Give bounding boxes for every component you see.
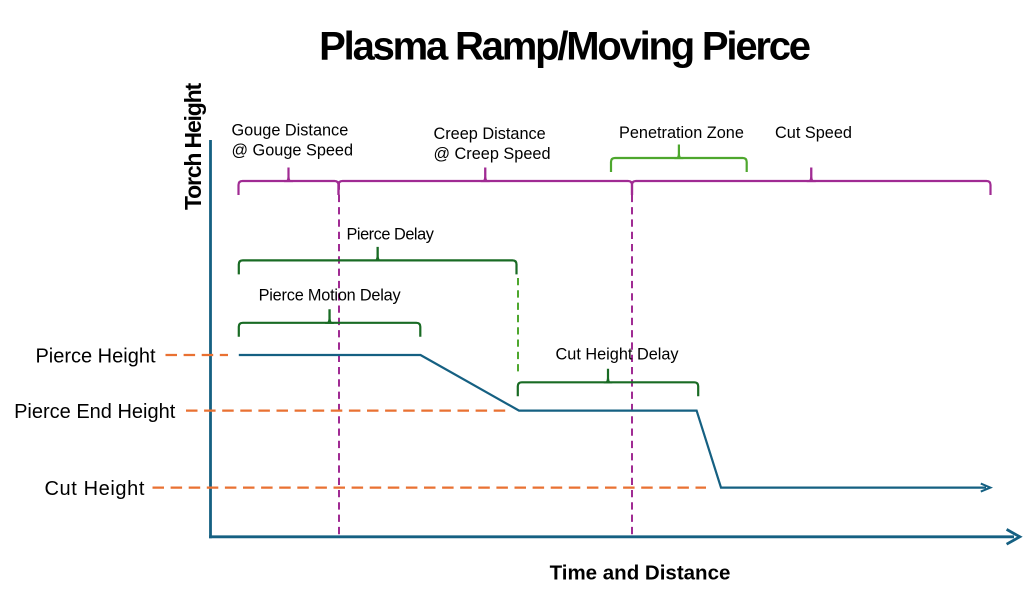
svg-text:Cut Speed: Cut Speed — [775, 124, 852, 142]
svg-text:Cut Height: Cut Height — [45, 478, 146, 500]
svg-text:Gouge Distance: Gouge Distance — [232, 122, 349, 140]
svg-text:Pierce Motion Delay: Pierce Motion Delay — [259, 287, 402, 305]
svg-text:Pierce Height: Pierce Height — [35, 345, 156, 367]
svg-text:Plasma Ramp/Moving Pierce: Plasma Ramp/Moving Pierce — [319, 25, 810, 69]
svg-text:Creep Distance: Creep Distance — [434, 125, 546, 143]
svg-text:@ Gouge Speed: @ Gouge Speed — [232, 141, 354, 159]
svg-text:Torch Height: Torch Height — [180, 83, 206, 210]
svg-text:Cut Height Delay: Cut Height Delay — [556, 346, 680, 364]
svg-text:Pierce End Height: Pierce End Height — [14, 401, 176, 423]
svg-text:Time and Distance: Time and Distance — [550, 561, 731, 584]
svg-text:Penetration Zone: Penetration Zone — [619, 124, 744, 142]
svg-text:Pierce Delay: Pierce Delay — [347, 225, 435, 243]
svg-text:@ Creep Speed: @ Creep Speed — [434, 145, 551, 163]
